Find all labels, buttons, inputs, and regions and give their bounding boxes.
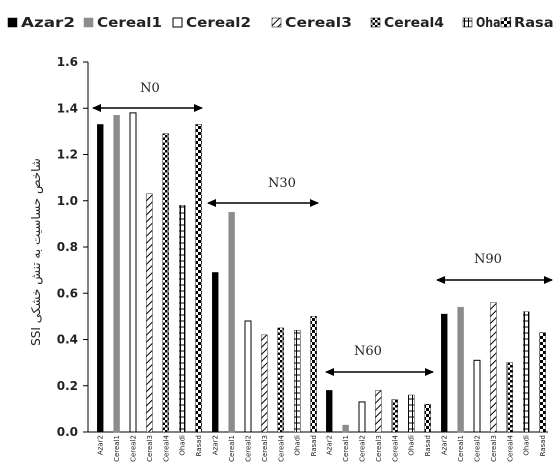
bar-n90-cereal2 (473, 359, 481, 433)
category-label-azar2: Azar2 (326, 435, 334, 455)
bar-n30-rasad (310, 316, 317, 433)
y-tick-label: 0.2 (57, 379, 78, 393)
legend-swatch-cereal3 (271, 17, 282, 28)
category-label-cereal1: Cereal1 (457, 435, 465, 462)
category-label-cereal2: Cereal2 (359, 435, 367, 462)
bar-n90-azar2 (441, 313, 448, 433)
category-label-cereal3: Cereal3 (490, 435, 498, 462)
category-label-azar2: Azar2 (441, 435, 449, 455)
bar-n60-azar2 (326, 390, 333, 433)
bar-n0-ohadi (178, 205, 186, 433)
bar-n60-rasad (424, 404, 431, 433)
y-tick-label: 1.6 (57, 55, 78, 69)
category-label-ohadi: Ohadi (523, 435, 531, 456)
legend-label-azar2: Azar2 (21, 16, 75, 31)
bar-n0-cereal2 (129, 112, 137, 433)
bar-n30-azar2 (211, 272, 219, 433)
bar-n30-cereal4 (277, 327, 284, 433)
bar-n60-ohadi (408, 394, 415, 433)
category-label-cereal2: Cereal2 (245, 435, 253, 462)
bar-n90-cereal1 (457, 306, 464, 433)
y-tick-label: 0.8 (57, 240, 78, 254)
bar-n60-cereal1 (342, 424, 349, 433)
legend-swatch-cereal2 (172, 17, 183, 28)
category-label-ohadi: Ohadi (179, 435, 187, 456)
bar-n60-cereal3 (375, 390, 382, 433)
group-label-n0: N0 (140, 81, 160, 96)
legend-label-rasad: Rasad (514, 16, 554, 31)
category-label-rasad: Rasad (539, 435, 547, 456)
bar-n0-azar2 (96, 124, 104, 433)
group-label-n30: N30 (268, 176, 296, 191)
y-tick-label: 0.6 (57, 286, 78, 300)
legend-swatch-ohadi (462, 17, 473, 28)
y-tick-label: 1.0 (57, 194, 78, 208)
legend-label-cereal1: Cereal1 (97, 16, 162, 31)
category-label-cereal4: Cereal4 (277, 434, 285, 461)
category-label-rasad: Rasad (424, 435, 432, 456)
category-label-cereal2: Cereal2 (474, 435, 482, 462)
bar-n30-cereal1 (228, 212, 235, 433)
category-label-cereal3: Cereal3 (375, 435, 383, 462)
legend-label-cereal4: Cereal4 (384, 16, 444, 31)
category-label-cereal1: Cereal1 (228, 435, 236, 462)
category-label-cereal4: Cereal4 (506, 434, 514, 461)
bar-n30-cereal2 (244, 320, 252, 433)
bar-n90-ohadi (523, 311, 530, 433)
y-tick-label: 1.4 (57, 101, 78, 115)
group-label-n90: N90 (474, 252, 502, 267)
category-label-azar2: Azar2 (97, 435, 105, 455)
category-label-cereal4: Cereal4 (162, 434, 170, 461)
bar-n90-rasad (539, 332, 546, 433)
y-tick-label: 1.2 (57, 148, 78, 162)
category-label-cereal1: Cereal1 (342, 435, 350, 462)
bar-n0-cereal1 (113, 114, 120, 433)
legend-label-cereal2: Cereal2 (186, 16, 251, 31)
bar-n60-cereal2 (358, 401, 366, 433)
legend-swatch-azar2 (7, 17, 18, 28)
bar-n60-cereal4 (391, 399, 398, 433)
bar-n90-cereal4 (506, 362, 513, 433)
category-label-rasad: Rasad (195, 435, 203, 456)
legend-swatch-cereal4 (370, 17, 381, 28)
legend-label-cereal3: Cereal3 (285, 16, 352, 31)
y-axis-label: SSI شاخص حساسیت به تنش خشکی (29, 158, 44, 346)
category-label-cereal3: Cereal3 (261, 435, 269, 462)
bar-n0-cereal4 (162, 133, 170, 433)
category-label-ohadi: Ohadi (408, 435, 416, 456)
legend-swatch-cereal1 (83, 17, 94, 28)
category-label-cereal4: Cereal4 (391, 434, 399, 461)
category-label-cereal1: Cereal1 (113, 435, 121, 462)
bar-n0-cereal3 (146, 193, 153, 433)
legend-swatch-rasad (500, 17, 511, 28)
category-label-rasad: Rasad (310, 435, 318, 456)
category-label-azar2: Azar2 (212, 435, 220, 455)
bar-n30-cereal3 (261, 334, 268, 433)
bar-n0-rasad (195, 124, 202, 433)
category-label-ohadi: Ohadi (294, 435, 302, 456)
category-label-cereal2: Cereal2 (130, 435, 138, 462)
category-label-cereal3: Cereal3 (146, 435, 154, 462)
bar-n30-ohadi (294, 330, 301, 433)
group-label-n60: N60 (354, 344, 382, 359)
y-tick-label: 0.0 (57, 425, 78, 439)
bar-n90-cereal3 (490, 302, 497, 433)
y-tick-label: 0.4 (57, 333, 78, 347)
